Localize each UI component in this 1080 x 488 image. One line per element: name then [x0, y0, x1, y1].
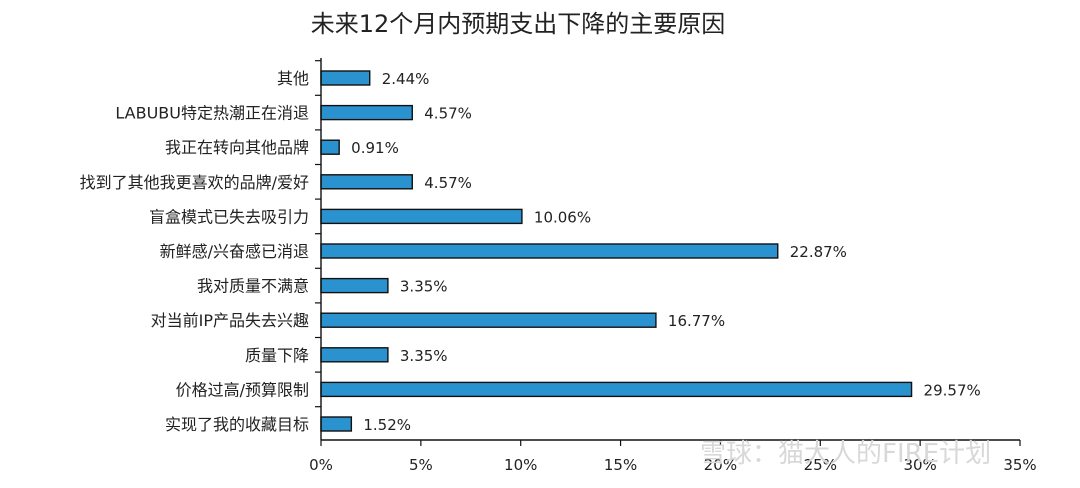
category-label: 实现了我的收藏目标 [165, 415, 309, 434]
category-label: 新鲜感/兴奋感已消退 [160, 242, 309, 261]
x-tick-label: 30% [903, 456, 936, 474]
category-label: 其他 [277, 69, 309, 88]
value-label: 22.87% [790, 243, 847, 261]
category-label: LABUBU特定热潮正在消退 [115, 104, 309, 123]
value-label: 1.52% [363, 416, 411, 434]
x-tick-label: 20% [704, 456, 737, 474]
x-tick-label: 35% [1003, 456, 1036, 474]
value-label: 3.35% [400, 278, 448, 296]
category-label: 盲盒模式已失去吸引力 [149, 207, 309, 226]
value-label: 2.44% [382, 70, 430, 88]
bar [320, 381, 913, 398]
x-tick-label: 10% [504, 456, 537, 474]
bar [320, 243, 779, 259]
value-label: 4.57% [424, 105, 472, 123]
watermark-text: 雪球：猫大人的FIRE计划 [700, 439, 991, 469]
category-label: 我正在转向其他品牌 [165, 138, 309, 157]
category-label: 我对质量不满意 [197, 277, 309, 296]
bar [320, 174, 413, 190]
x-tick-label: 0% [309, 456, 333, 474]
bar [320, 277, 389, 294]
value-label: 10.06% [534, 208, 591, 226]
bar [320, 70, 371, 86]
bar [320, 312, 657, 328]
bar [320, 347, 389, 363]
bar [320, 208, 523, 225]
category-label: 价格过高/预算限制 [176, 380, 309, 399]
category-label: 对当前IP产品失去兴趣 [151, 311, 309, 330]
value-label: 3.35% [400, 347, 448, 365]
value-label: 29.57% [924, 381, 981, 399]
bar [320, 104, 413, 121]
bar [320, 416, 353, 432]
category-label: 质量下降 [245, 346, 309, 365]
chart-title: 未来12个月内预期支出下降的主要原因 [311, 10, 726, 38]
x-tick-label: 5% [409, 456, 433, 474]
value-label: 0.91% [351, 139, 399, 157]
category-label: 找到了其他我更喜欢的品牌/爱好 [80, 173, 309, 192]
x-tick-label: 15% [604, 456, 637, 474]
x-tick-label: 25% [804, 456, 837, 474]
value-label: 4.57% [424, 174, 472, 192]
bar [320, 139, 340, 155]
x-axis: 0% 5% 10% 15% 20% 25% 30% 35% [309, 58, 1037, 474]
bars-layer: 其他 2.44% LABUBU特定热潮正在消退 4.57% 我正在转向其他品牌 0.91%… [80, 69, 981, 434]
value-label: 16.77% [668, 312, 725, 330]
